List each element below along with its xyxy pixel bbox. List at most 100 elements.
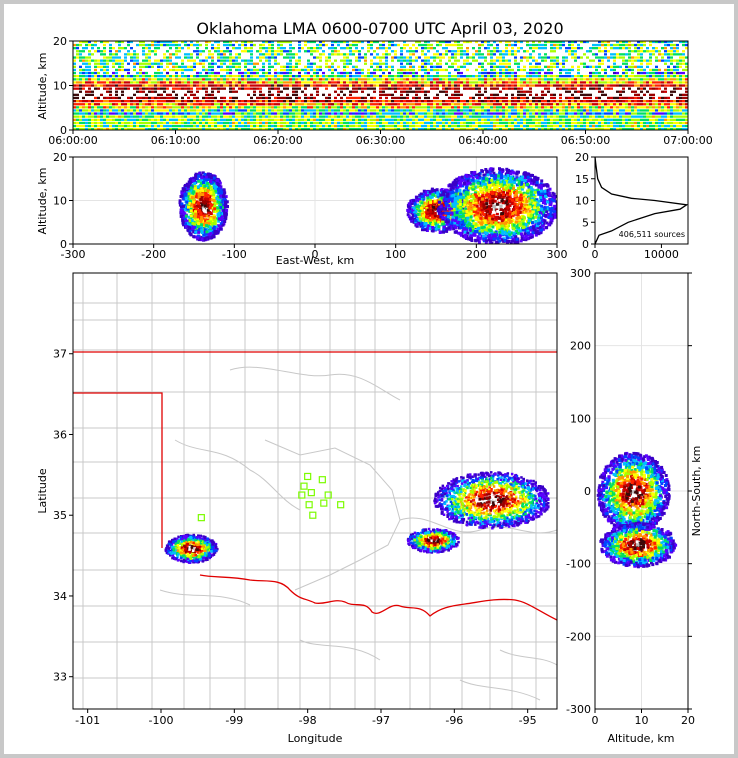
density-cell [280,103,283,106]
density-cell [304,103,307,106]
density-cell [607,81,610,84]
density-cell [133,84,136,87]
density-cell [130,84,133,87]
density-cell [535,47,538,50]
density-cell [574,81,577,84]
density-cell [634,115,637,118]
density-cell [565,128,568,130]
density-cell [550,56,553,59]
density-cell [223,50,226,53]
density-cell [610,121,613,125]
density-cell [418,109,421,112]
density-cell [466,78,469,81]
density-cell [85,84,88,87]
density-cell [319,124,322,128]
density-cell [652,118,655,121]
density-cell [514,103,517,106]
density-cell [370,93,373,96]
density-cell [532,59,535,62]
density-cell [586,93,589,96]
density-cell [76,106,79,109]
density-cell [496,71,499,75]
density-cell [511,93,514,96]
density-cell [79,128,82,130]
density-cell [283,100,286,103]
density-cell [172,84,175,87]
density-cell [292,65,295,68]
density-cell [553,109,556,112]
density-cell [640,65,643,68]
density-cell [265,87,268,90]
density-cell [469,124,472,128]
density-cell [205,43,208,47]
density-cell [508,41,511,44]
density-cell [112,100,115,103]
density-cell [202,115,205,118]
density-cell [358,118,361,121]
density-cell [520,128,523,130]
density-cell [358,128,361,130]
density-cell [106,112,109,115]
density-cell [649,115,652,118]
density-cell [538,65,541,68]
density-cell [643,78,646,81]
density-cell [208,84,211,87]
density-cell [514,71,517,75]
density-cell [373,106,376,109]
density-cell [148,93,151,96]
density-cell [649,53,652,56]
density-cell [295,59,298,62]
density-cell [229,118,232,121]
density-cell [436,81,439,84]
density-cell [211,128,214,130]
density-cell [106,78,109,81]
density-cell [280,81,283,84]
density-cell [343,62,346,65]
density-cell [178,65,181,68]
density-cell [517,78,520,81]
density-cell [145,47,148,50]
density-cell [499,59,502,62]
density-cell [475,106,478,109]
density-cell [73,59,76,62]
density-cell [325,65,328,68]
density-cell [220,121,223,125]
density-cell [73,93,76,96]
density-cell [292,106,295,109]
density-cell [277,112,280,115]
density-cell [115,87,118,90]
density-cell [646,62,649,65]
density-cell [400,121,403,125]
density-cell [649,50,652,53]
density-cell [613,65,616,68]
density-cell [661,115,664,118]
density-cell [295,109,298,112]
density-cell [109,43,112,47]
density-cell [283,90,286,93]
density-cell [517,41,520,44]
density-cell [538,53,541,56]
density-cell [463,115,466,118]
density-cell [292,90,295,93]
density-cell [376,68,379,72]
density-cell [403,124,406,128]
density-cell [133,90,136,93]
density-cell [631,93,634,96]
density-cell [136,53,139,56]
density-cell [556,47,559,50]
density-cell [334,93,337,96]
density-cell [109,118,112,121]
density-cell [79,78,82,81]
density-cell [109,121,112,125]
density-cell [292,84,295,87]
density-cell [160,121,163,125]
density-cell [415,78,418,81]
density-cell [568,121,571,125]
density-cell [169,96,172,100]
density-cell [415,84,418,87]
density-cell [358,103,361,106]
density-cell [205,87,208,90]
density-cell [433,103,436,106]
density-cell [163,87,166,90]
density-cell [523,118,526,121]
